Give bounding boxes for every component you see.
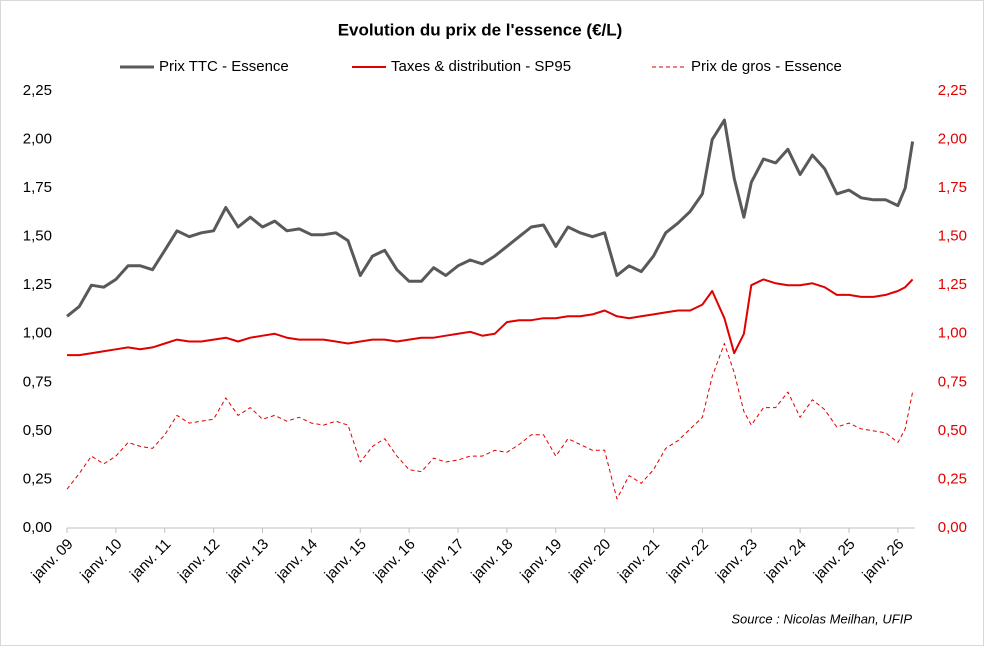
chart-title: Evolution du prix de l'essence (€/L) xyxy=(338,20,623,39)
y-tick-label: 0,50 xyxy=(23,422,52,439)
series-line xyxy=(66,118,915,318)
y2-tick-label: 0,25 xyxy=(938,470,967,487)
y2-tick-label: 0,75 xyxy=(938,373,967,390)
source-note: Source : Nicolas Meilhan, UFIP xyxy=(731,611,912,626)
series-line xyxy=(67,278,914,357)
y-tick-label: 1,50 xyxy=(23,228,52,245)
series-line xyxy=(66,343,914,500)
legend-label: Prix de gros - Essence xyxy=(691,58,842,75)
y-tick-label: 0,75 xyxy=(23,373,52,390)
y-tick-label: 0,00 xyxy=(23,519,52,536)
y-tick-label: 1,75 xyxy=(23,179,52,196)
y2-tick-label: 2,25 xyxy=(938,82,967,99)
y2-tick-label: 1,50 xyxy=(938,228,967,245)
legend-label: Prix TTC - Essence xyxy=(159,58,289,75)
y-tick-label: 1,25 xyxy=(23,276,52,293)
y-tick-label: 1,00 xyxy=(23,325,52,342)
legend-label: Taxes & distribution - SP95 xyxy=(391,58,571,75)
y2-tick-label: 1,75 xyxy=(938,179,967,196)
y2-tick-label: 2,00 xyxy=(938,131,967,148)
y2-tick-label: 1,25 xyxy=(938,276,967,293)
y-tick-label: 0,25 xyxy=(23,470,52,487)
y-tick-label: 2,00 xyxy=(23,131,52,148)
y2-tick-label: 0,50 xyxy=(938,422,967,439)
y2-tick-label: 1,00 xyxy=(938,325,967,342)
y-tick-label: 2,25 xyxy=(23,82,52,99)
y2-tick-label: 0,00 xyxy=(938,519,967,536)
